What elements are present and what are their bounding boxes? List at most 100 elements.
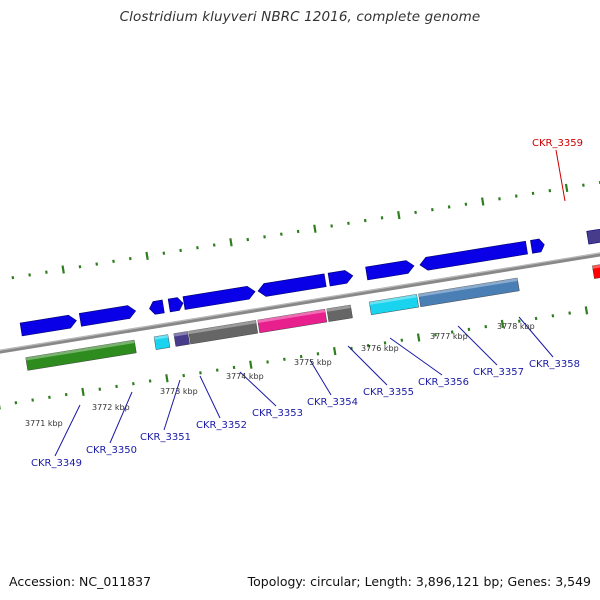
inner-tick-mark — [383, 341, 387, 345]
inner-tick-mark — [165, 374, 169, 383]
leader-line — [518, 316, 554, 358]
inner-tick-mark — [31, 398, 34, 402]
inner-tick-mark — [517, 319, 521, 323]
inner-tick-mark — [434, 333, 437, 337]
leader-line — [457, 325, 498, 366]
outer-tick-mark — [313, 224, 317, 233]
leader-line — [347, 345, 388, 386]
inner-tick-mark — [283, 357, 286, 361]
forward-gene-arrow — [530, 238, 545, 254]
inner-tick-mark — [232, 365, 236, 370]
reverse-gene-shine — [369, 294, 418, 305]
gene-label: CKR_3357 — [473, 367, 524, 378]
inner-tick-mark — [400, 338, 404, 342]
outer-tick-mark — [447, 205, 451, 209]
topology-text: Topology: circular; Length: 3,896,121 bp… — [247, 574, 591, 589]
reverse-gene-block — [326, 304, 353, 322]
forward-gene-arrow — [19, 314, 77, 337]
outer-tick-mark — [246, 237, 250, 242]
forward-gene-arrow — [78, 305, 137, 327]
inner-tick-mark — [199, 371, 202, 375]
forward-gene-arrow — [586, 220, 600, 245]
gene-label: CKR_3353 — [252, 408, 303, 419]
scale-tick-label: 3774 kbp — [226, 372, 264, 381]
scale-tick-label: 3775 kbp — [294, 358, 332, 367]
outer-tick-mark — [145, 251, 149, 261]
scale-tick-label: 3772 kbp — [92, 403, 130, 412]
leader-line — [239, 371, 277, 407]
inner-tick-mark — [568, 311, 571, 315]
outer-tick-mark — [480, 197, 485, 206]
gene-label: CKR_3358 — [529, 359, 580, 370]
inner-tick-mark — [484, 324, 488, 329]
reverse-gene-shine — [188, 320, 257, 335]
reverse-gene-shine — [154, 334, 169, 340]
reverse-gene-shine — [25, 340, 135, 361]
outer-tick-mark — [28, 273, 31, 277]
outer-tick-mark — [196, 246, 199, 250]
forward-gene-arrow — [365, 260, 415, 281]
outer-tick-mark — [280, 232, 283, 236]
inner-tick-mark — [115, 384, 118, 389]
reverse-gene-shine — [257, 309, 326, 323]
outer-tick-mark — [347, 221, 350, 225]
gene-label-highlighted: CKR_3359 — [532, 138, 583, 149]
reverse-gene-block — [153, 334, 171, 350]
reverse-gene-block — [25, 339, 137, 371]
outer-tick-mark — [78, 265, 82, 269]
inner-tick-mark — [182, 373, 186, 378]
inner-tick-mark — [467, 327, 471, 332]
leader-line — [163, 379, 181, 431]
inner-tick-mark — [332, 346, 337, 356]
inner-tick-mark — [416, 333, 421, 342]
outer-tick-mark — [112, 259, 115, 263]
outer-tick-mark — [263, 235, 266, 239]
genome-track-band — [0, 180, 600, 410]
inner-tick-mark — [551, 314, 555, 318]
forward-gene-arrow — [419, 240, 528, 271]
reverse-gene-block — [188, 320, 258, 345]
scale-tick-labels: 3771 kbp 3772 kbp 3773 kbp 3774 kbp 3775 kbp… — [25, 322, 535, 428]
inner-tick-mark — [266, 360, 269, 364]
outer-tick-mark — [414, 210, 417, 215]
outer-tick-mark — [564, 183, 569, 193]
inner-tick-mark — [0, 401, 1, 410]
inner-tick-mark — [450, 330, 454, 334]
outer-tick-mark — [380, 216, 384, 220]
leader-line — [555, 149, 566, 202]
outer-tick-mark — [531, 191, 535, 196]
outer-tick-mark — [61, 265, 65, 274]
outer-tick-mark — [498, 197, 501, 201]
inner-tick-mark — [64, 392, 68, 397]
leader-line — [54, 404, 81, 457]
inner-tick-mark — [81, 387, 85, 397]
gene-label: CKR_3350 — [86, 445, 137, 456]
inner-tick-mark — [299, 354, 303, 359]
scale-tick-label: 3776 kbp — [361, 344, 399, 353]
reverse-gene-block — [592, 254, 600, 279]
outer-tick-mark — [514, 194, 518, 198]
outer-tick-mark — [363, 218, 367, 223]
leader-line — [389, 337, 443, 376]
inner-tick-mark — [215, 368, 219, 372]
outer-tick-mark — [296, 229, 300, 234]
map-title: Clostridium kluyveri NBRC 12016, complet… — [119, 9, 481, 25]
forward-gene-arrow — [167, 297, 184, 313]
forward-gene-arrow — [182, 285, 256, 310]
reverse-gene-block — [368, 294, 419, 316]
genome-backbone-highlight — [0, 224, 600, 370]
inner-tick-mark — [316, 352, 320, 356]
scale-tick-label: 3771 kbp — [25, 419, 63, 428]
reverse-gene-block — [173, 331, 190, 347]
leader-line — [309, 359, 332, 396]
gene-label: CKR_3356 — [418, 377, 469, 388]
scale-tick-label: 3778 kbp — [497, 322, 535, 331]
inner-tick-mark — [14, 401, 18, 405]
inner-tick-mark — [500, 319, 505, 329]
leader-line — [109, 391, 133, 444]
outer-tick-mark — [11, 275, 15, 280]
reverse-gene-shine — [418, 277, 518, 297]
leader-line — [199, 375, 221, 419]
inner-tick-mark — [48, 395, 51, 399]
